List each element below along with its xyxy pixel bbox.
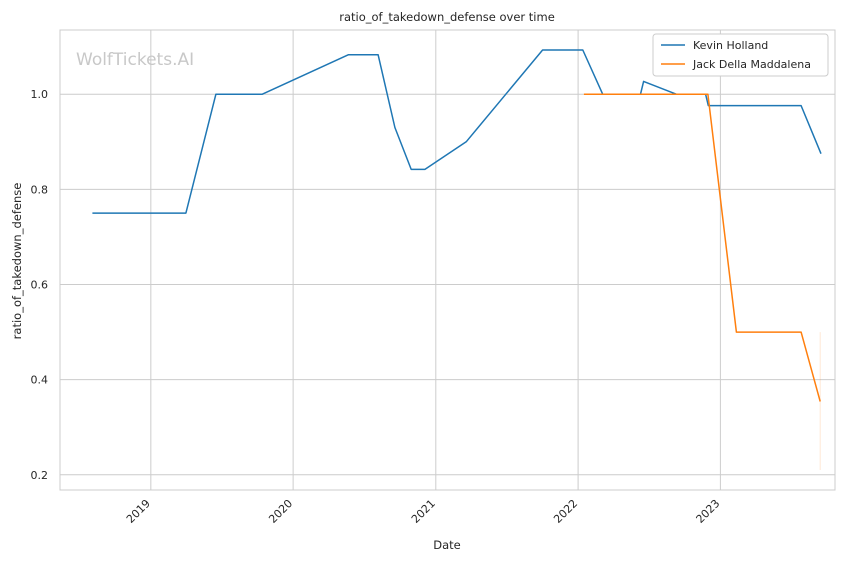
chart-title: ratio_of_takedown_defense over time [339,10,555,24]
plot-frame [59,29,836,491]
legend-label: Jack Della Maddalena [692,58,811,71]
x-tick-label: 2020 [266,497,295,526]
axes [59,29,836,491]
y-axis-label: ratio_of_takedown_defense [10,183,24,340]
x-axis-label: Date [433,538,461,552]
grid [60,30,835,490]
y-tick-label: 0.6 [31,278,49,291]
series-lines [92,49,822,402]
y-tick-label: 0.4 [31,374,49,387]
x-tick-label: 2019 [124,497,153,526]
tick-labels: 2019 2020 2021 2022 2023 0.2 0.4 0.6 0.8 1.0 [31,88,723,526]
x-tick-label: 2022 [551,497,580,526]
x-tick-label: 2021 [409,497,438,526]
y-tick-label: 0.2 [31,469,49,482]
y-tick-label: 1.0 [31,88,49,101]
legend: Kevin Holland Jack Della Maddalena [652,33,829,77]
watermark: WolfTickets.AI [76,50,194,70]
y-tick-label: 0.8 [31,183,49,196]
series-line-2 [583,93,821,402]
x-tick-label: 2023 [694,497,723,526]
legend-label: Kevin Holland [693,39,768,52]
legend-box [652,33,829,77]
